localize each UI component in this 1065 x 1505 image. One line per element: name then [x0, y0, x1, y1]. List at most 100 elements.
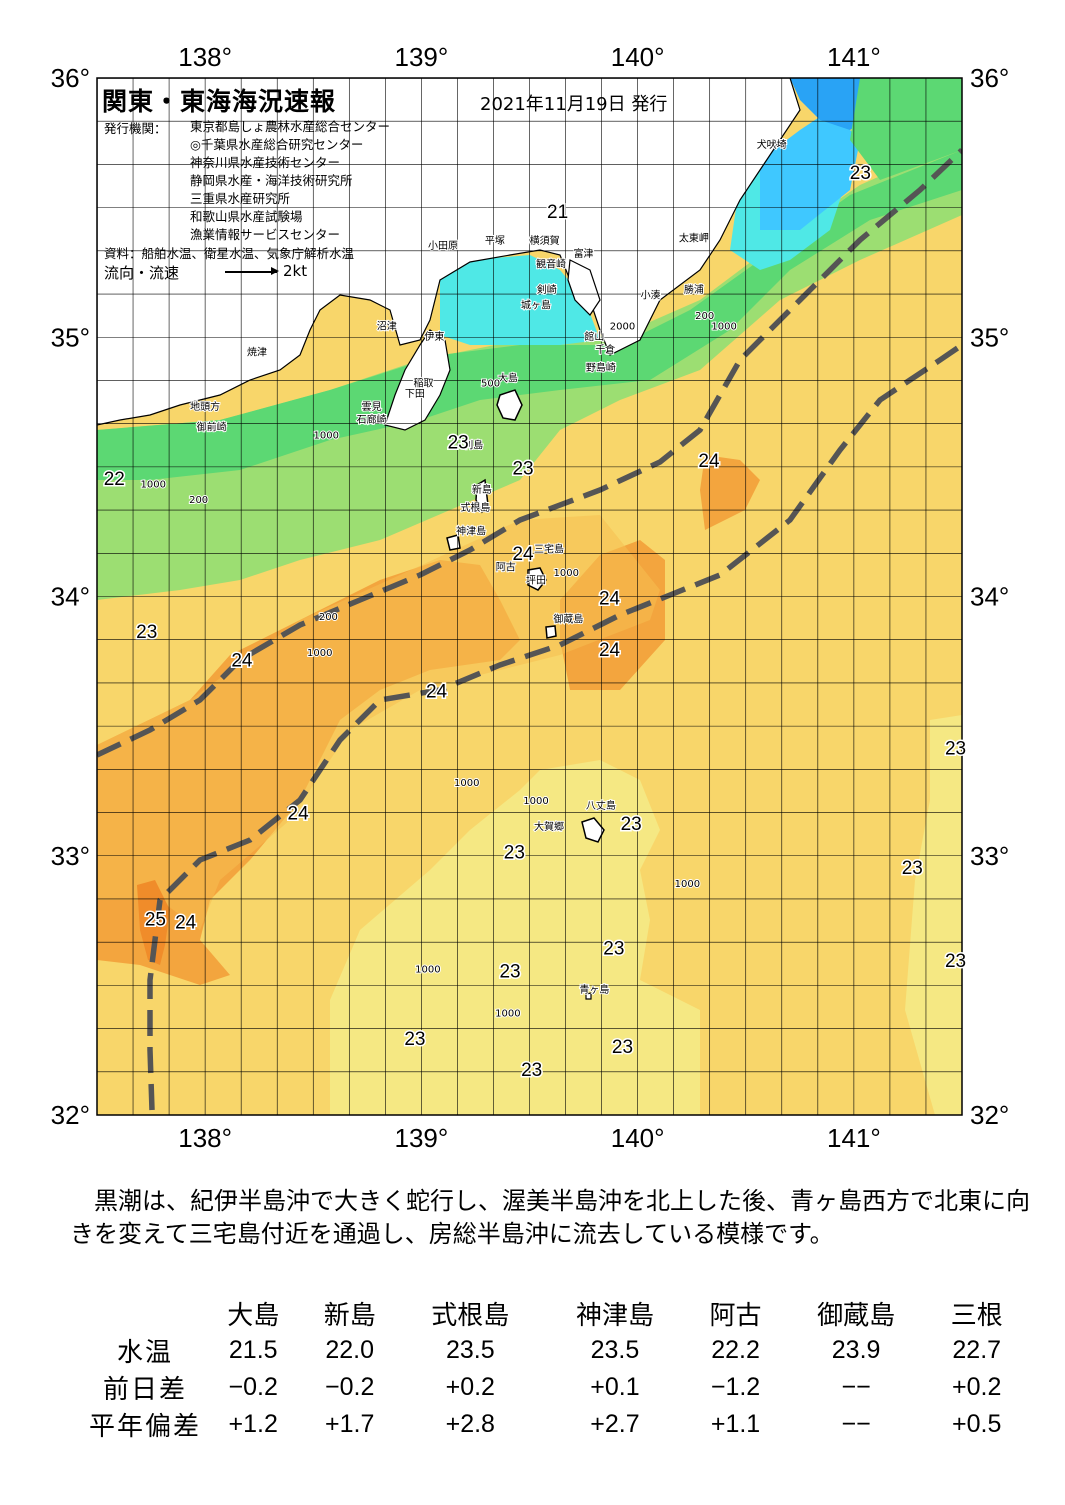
- zone-21-ne: [850, 78, 962, 180]
- lon-label-bottom: 139°: [394, 1123, 448, 1153]
- table-cell: 23.9: [831, 1336, 881, 1364]
- place-label: 犬吠埼: [757, 138, 787, 151]
- table-cell: +1.1: [710, 1410, 761, 1438]
- table-cell: +1.7: [325, 1410, 375, 1438]
- sea-temperature-map: 138° 138° 139° 139° 140° 140° 141° 141° 36° 36° 35…: [51, 42, 1010, 1153]
- place-label: 野島崎: [586, 361, 616, 374]
- row-label: 水温: [116, 1338, 173, 1368]
- place-label: 1000: [711, 321, 736, 332]
- lat-label-left: 34°: [51, 582, 90, 612]
- table-row: 水温 21.5 22.0 23.5 23.5 22.2 23.9 22.7: [85, 1332, 1025, 1369]
- place-label: 勝浦: [684, 283, 704, 296]
- place-label: 神津島: [456, 524, 486, 537]
- temperature-label: 25: [145, 910, 166, 931]
- temperature-label: 23: [945, 739, 966, 760]
- temperature-label: 24: [426, 682, 448, 703]
- zone-20-sagami: [440, 255, 600, 345]
- table-cell: −−: [841, 1373, 871, 1401]
- land-hachijo: [581, 817, 605, 843]
- place-label: 1000: [454, 778, 479, 789]
- table-corner: [85, 1295, 205, 1332]
- place-label: 新島: [472, 483, 492, 496]
- place-label: 太東岬: [679, 231, 709, 244]
- place-label: 1000: [523, 796, 548, 807]
- land-izu: [384, 329, 451, 431]
- temperature-label: 24: [231, 650, 253, 671]
- kuroshio-axis-south: [147, 342, 962, 1111]
- zone-19: [760, 110, 860, 230]
- lat-label-left: 33°: [51, 841, 90, 871]
- place-label: 下田: [405, 389, 425, 400]
- land-honshu: [97, 78, 801, 426]
- zone-23-east: [905, 715, 962, 1115]
- temperature-label: 23: [404, 1029, 425, 1050]
- zone-23-sw: [430, 985, 660, 1115]
- temperature-label: 23: [504, 842, 525, 863]
- place-label: 平塚: [485, 235, 505, 247]
- place-label: 館山: [584, 330, 604, 343]
- table-header-row: 大島 新島 式根島 神津島 阿古 御蔵島 三根: [85, 1295, 1025, 1332]
- land-kozushima: [446, 534, 461, 551]
- table-cell: 21.5: [228, 1336, 278, 1364]
- lat-label-left: 36°: [51, 63, 90, 93]
- lat-label-right: 32°: [970, 1100, 1009, 1130]
- temperature-label: 23: [499, 962, 520, 983]
- flow-legend-unit: 2kt: [283, 262, 308, 280]
- issuer-item: 神奈川県水産技術センター: [190, 155, 341, 170]
- lat-label-left: 32°: [51, 1100, 90, 1130]
- issuer-item: ◎千葉県水産総合研究センター: [190, 137, 364, 152]
- lon-label-top: 138°: [178, 42, 232, 72]
- row-label: 平年偏差: [88, 1412, 201, 1442]
- place-label: 伊東: [424, 330, 444, 343]
- lat-label-right: 35°: [970, 322, 1009, 352]
- table-cell: +0.2: [445, 1373, 495, 1401]
- table-cell: 22.0: [325, 1336, 375, 1364]
- land-aogashima: [585, 992, 592, 1000]
- land-mikura: [545, 625, 557, 639]
- lat-label-right: 34°: [970, 582, 1009, 612]
- temperature-label: 24: [599, 640, 621, 661]
- place-label: 雲見: [362, 401, 382, 413]
- issuer-item: 東京都島しょ農林水産総合センター: [190, 119, 391, 134]
- lon-label-top: 139°: [394, 42, 448, 72]
- place-label: 小田原: [428, 240, 458, 252]
- place-label: 富津: [574, 247, 594, 260]
- lon-label-bottom: 141°: [827, 1123, 881, 1153]
- place-label: 城ヶ島: [521, 299, 551, 312]
- temperature-label: 23: [136, 622, 157, 643]
- axis-labels: 138° 138° 139° 139° 140° 140° 141° 141° 36° 36° 35…: [51, 42, 1010, 1153]
- report-date: 2021年11月19日 発行: [480, 94, 668, 115]
- place-label: 観音崎: [536, 257, 566, 270]
- table-cell: −−: [841, 1410, 871, 1438]
- temperature-label: 23: [902, 858, 923, 879]
- place-label: 1000: [495, 1008, 520, 1019]
- temperature-label: 24: [175, 912, 197, 933]
- place-label: 1000: [313, 430, 338, 441]
- issuer-label: 発行機関：: [104, 121, 167, 136]
- issuer-item: 静岡県水産・海洋技術研究所: [190, 173, 353, 188]
- place-label: 稲取: [414, 378, 434, 390]
- table-cell: 23.5: [445, 1336, 495, 1364]
- temperature-label: 23: [512, 459, 533, 480]
- temperature-label: 24: [698, 451, 720, 472]
- place-label: 沼津: [377, 319, 397, 332]
- table-cell: +0.5: [952, 1410, 1002, 1438]
- place-label: 利島: [463, 439, 483, 452]
- temperature-label: 22: [104, 469, 125, 490]
- land-miyake: [527, 567, 547, 591]
- table-cell: +0.1: [590, 1373, 640, 1401]
- place-label: 青ヶ島: [579, 983, 609, 996]
- place-label: 大賀郷: [534, 820, 564, 833]
- temperature-label: 24: [599, 588, 621, 609]
- zone-24-ne: [700, 455, 760, 530]
- table-row: 前日差 −0.2 −0.2 +0.2 +0.1 −1.2 −− +0.2: [85, 1369, 1025, 1406]
- place-label: 横須賀: [530, 234, 560, 247]
- table-cell: 22.2: [711, 1336, 760, 1364]
- temperature-labels: 21 23 22 23 23 24 24 24 23 24 24 24 23 24 23 23 23 25 24 23…: [102, 162, 967, 1083]
- temperature-label: 23: [945, 951, 966, 972]
- land-oshima: [496, 389, 523, 421]
- table-cell: +2.8: [445, 1410, 495, 1438]
- table-cell: 23.5: [590, 1336, 640, 1364]
- data-source: 資料：船舶水温、衛星水温、気象庁解析水温: [104, 246, 355, 261]
- temperature-label: 23: [612, 1037, 633, 1058]
